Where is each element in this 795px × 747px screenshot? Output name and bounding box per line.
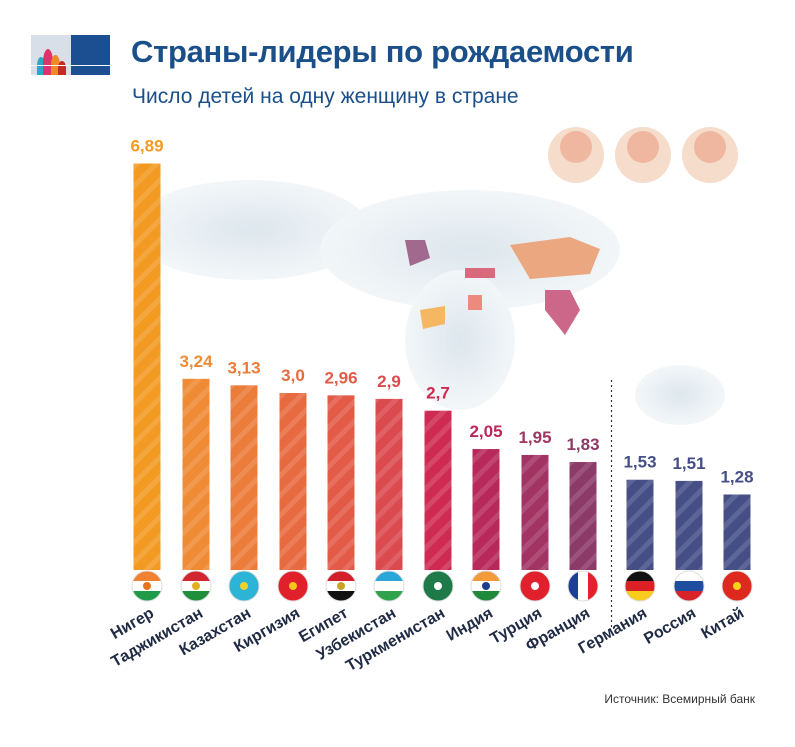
india-flag-icon [470,570,502,602]
value-label: 1,53 [623,453,656,472]
world-map-background [130,180,725,425]
bar-stripes [723,494,751,570]
value-label: 2,7 [426,384,450,403]
value-label: 2,96 [324,368,357,387]
turkmenistan-flag-icon [422,570,454,602]
bar-stripes [472,449,500,570]
value-label: 2,05 [469,422,502,441]
bar-stripes [133,163,161,571]
uzbekistan-flag-icon [373,570,405,602]
kyrgyzstan-flag-icon [277,570,309,602]
egypt-flag-icon [325,570,357,602]
value-label: 3,0 [281,366,305,385]
page-title: Страны-лидеры по рождаемости [131,34,634,69]
bar-stripes [182,378,210,570]
bar-stripes [569,462,597,570]
category-label: Индия [444,605,496,645]
china-flag-icon [721,570,753,602]
value-label: 3,13 [227,358,260,377]
value-label: 1,28 [720,467,753,486]
page-subtitle: Число детей на одну женщину в стране [132,85,519,108]
value-label: 6,89 [130,136,163,155]
value-label: 1,95 [518,428,551,447]
germany-flag-icon [624,570,656,602]
bar-stripes [279,393,307,570]
bar-stripes [424,410,452,570]
france-flag-icon [567,570,599,602]
babies-illustration [548,127,738,183]
value-label: 2,9 [377,372,401,391]
bar-stripes [626,479,654,570]
turkey-flag-icon [519,570,551,602]
source-note: Источник: Всемирный банк [604,692,755,706]
bar-stripes [230,385,258,570]
bar-stripes [521,454,549,570]
kazakhstan-flag-icon [228,570,260,602]
tajikistan-flag-icon [180,570,212,602]
value-label: 1,83 [566,435,599,454]
category-label: Китай [699,605,747,643]
niger-flag-icon [131,570,163,602]
value-label: 3,24 [179,352,213,371]
category-label: Россия [641,605,699,648]
logo [31,35,110,75]
bar-stripes [375,398,403,570]
russia-flag-icon [673,570,705,602]
value-label: 1,51 [672,454,705,473]
bar-stripes [675,480,703,570]
bar-stripes [327,395,355,570]
